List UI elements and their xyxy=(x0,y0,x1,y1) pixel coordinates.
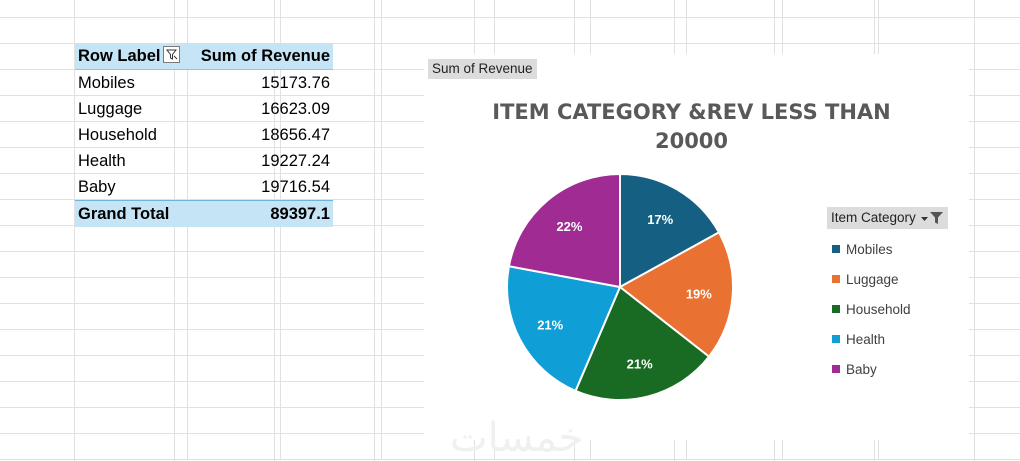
grand-total-row[interactable]: Grand Total 89397.1 xyxy=(75,200,333,227)
filter-dropdown-icon xyxy=(919,210,945,232)
pivot-row[interactable]: Household 18656.47 xyxy=(75,122,333,148)
legend-swatch xyxy=(832,275,840,283)
data-label-household: 21% xyxy=(627,357,653,372)
pivot-row-label: Household xyxy=(78,125,157,144)
filter-icon[interactable] xyxy=(162,46,180,63)
legend-label: Health xyxy=(846,331,886,347)
pivot-row-value: 16623.09 xyxy=(261,99,330,118)
pivot-row-value: 19227.24 xyxy=(261,151,330,170)
pie-slice-mobiles[interactable] xyxy=(619,172,721,289)
data-label-health: 21% xyxy=(537,317,563,332)
legend-item-health[interactable]: Health xyxy=(832,324,911,354)
pivot-row-value: 15173.76 xyxy=(261,73,330,92)
grand-total-label: Grand Total xyxy=(75,200,190,227)
sum-of-revenue-header[interactable]: Sum of Revenue xyxy=(189,43,333,70)
item-category-label: Item Category xyxy=(831,210,916,225)
row-label-header[interactable]: Row Label xyxy=(75,43,190,70)
pivot-table: Row Label Sum of Revenue Mobiles 15173.7… xyxy=(75,43,333,227)
pivot-row-label: Baby xyxy=(78,177,116,196)
row-label-header-text: Row Label xyxy=(78,47,161,65)
pie-slice-health[interactable] xyxy=(506,265,622,393)
pivot-header-row: Row Label Sum of Revenue xyxy=(75,43,333,70)
legend-item-mobiles[interactable]: Mobiles xyxy=(832,234,911,264)
pivot-row-label: Luggage xyxy=(78,99,143,118)
pivot-row[interactable]: Luggage 16623.09 xyxy=(75,96,333,122)
data-label-baby: 22% xyxy=(556,219,582,234)
legend-swatch xyxy=(832,335,840,343)
pivot-row-value: 19716.54 xyxy=(261,177,330,196)
pie-slice-baby[interactable] xyxy=(507,172,621,289)
legend-item-baby[interactable]: Baby xyxy=(832,354,911,384)
legend-label: Baby xyxy=(846,361,877,377)
pivot-row[interactable]: Baby 19716.54 xyxy=(75,174,333,201)
pie-slice-luggage[interactable] xyxy=(618,231,734,359)
sum-of-revenue-field-button[interactable]: Sum of Revenue xyxy=(428,59,537,79)
legend-label: Mobiles xyxy=(846,241,893,257)
legend-swatch xyxy=(832,365,840,373)
chart-title[interactable]: ITEM CATEGORY &REV LESS THAN 20000 xyxy=(492,100,891,153)
grand-total-value: 89397.1 xyxy=(189,200,333,227)
legend-label: Luggage xyxy=(846,271,899,287)
data-label-luggage: 19% xyxy=(686,286,712,301)
pie-plot: 17% 19% 21% 21% 22% xyxy=(506,172,734,401)
chart-legend[interactable]: Mobiles Luggage Household Health Baby xyxy=(832,234,911,384)
pivot-row-value: 18656.47 xyxy=(261,125,330,144)
legend-item-luggage[interactable]: Luggage xyxy=(832,264,911,294)
pivot-row-label: Mobiles xyxy=(78,73,135,92)
legend-swatch xyxy=(832,305,840,313)
watermark-logo: خمسات xyxy=(450,415,584,461)
pivot-row-label: Health xyxy=(78,151,126,170)
data-label-mobiles: 17% xyxy=(647,212,673,227)
pivot-row[interactable]: Health 19227.24 xyxy=(75,148,333,174)
item-category-field-button[interactable]: Item Category xyxy=(827,207,948,229)
legend-label: Household xyxy=(846,301,911,317)
pie-chart[interactable]: Sum of Revenue ITEM CATEGORY &REV LESS T… xyxy=(424,54,969,440)
legend-swatch xyxy=(832,245,840,253)
legend-item-household[interactable]: Household xyxy=(832,294,911,324)
pivot-row[interactable]: Mobiles 15173.76 xyxy=(75,70,333,97)
